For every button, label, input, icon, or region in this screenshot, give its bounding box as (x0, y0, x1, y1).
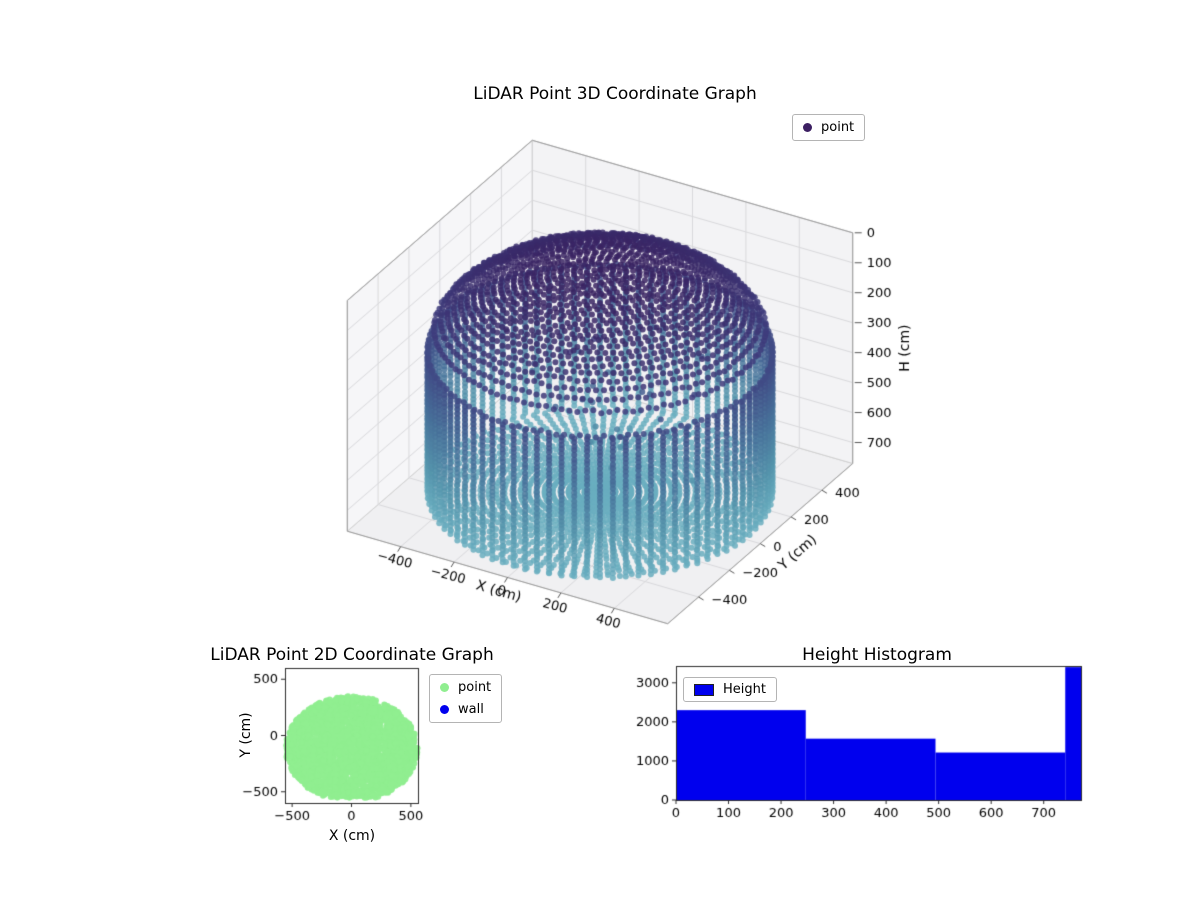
legend-label-height: Height (723, 682, 766, 697)
legend-entry-height: Height (694, 681, 766, 698)
legend-label-wall-2d: wall (458, 702, 484, 717)
legend-marker-wall-icon (440, 705, 449, 714)
chart-title-2d: LiDAR Point 2D Coordinate Graph (210, 645, 494, 665)
legend-patch-height-icon (694, 683, 714, 696)
lidar-3d-scatter-canvas (320, 120, 940, 660)
legend-entry-point-2d: point (440, 679, 491, 696)
legend-histogram: Height (683, 677, 777, 702)
lidar-2d-scatter-canvas (190, 648, 460, 878)
height-histogram-canvas (600, 645, 1140, 865)
legend-label-point-2d: point (458, 680, 492, 695)
x-axis-label-2d: X (cm) (328, 828, 376, 844)
legend-3d: point (792, 114, 866, 141)
legend-marker-point-icon (803, 123, 812, 132)
legend-label-point-3d: point (821, 120, 855, 135)
chart-title-3d: LiDAR Point 3D Coordinate Graph (473, 84, 757, 104)
legend-entry-point-3d: point (803, 119, 854, 136)
y-axis-label-2d: Y (cm) (238, 712, 254, 758)
legend-entry-wall-2d: wall (440, 701, 491, 718)
legend-2d: point wall (429, 674, 503, 723)
chart-title-histogram: Height Histogram (802, 645, 952, 665)
legend-marker-point-icon (440, 683, 449, 692)
